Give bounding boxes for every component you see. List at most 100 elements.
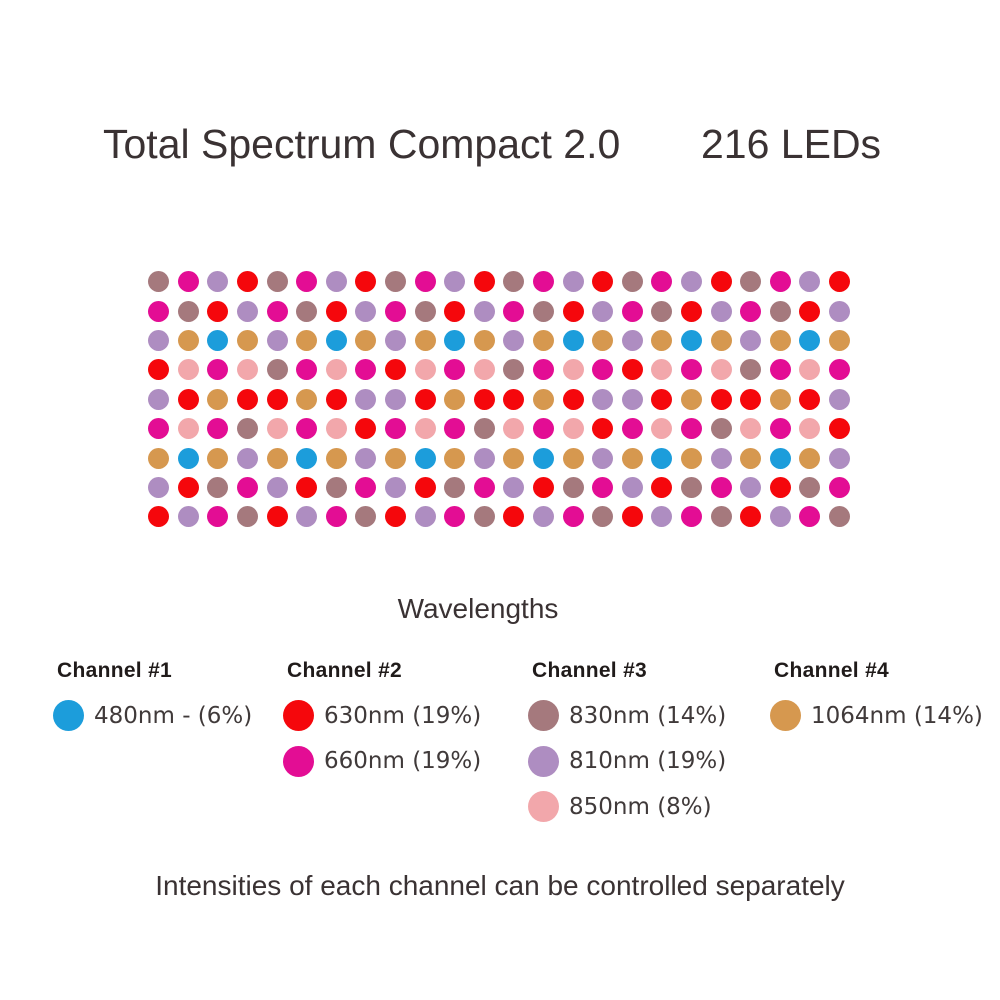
led-dot-tan [207,388,229,410]
led-dot-magenta [148,300,170,322]
led-dot-pink [414,359,436,381]
legend-entry: 850nm (8%) [528,784,726,830]
led-dot-red [148,506,170,528]
led-dot-pink [473,359,495,381]
led-dot-red [710,271,732,293]
led-dot-pink [177,359,199,381]
legend-entry: 830nm (14%) [528,693,726,739]
led-dot-magenta [207,359,229,381]
led-dot-tan [680,388,702,410]
led-dot-magenta [769,418,791,440]
swatch-630nm [283,700,314,732]
legend-entry: 630nm (19%) [283,693,481,739]
led-dot-red [325,388,347,410]
footer-note: Intensities of each channel can be contr… [155,870,845,901]
led-dot-mauve [680,476,702,498]
led-dot-lilac [562,271,584,293]
led-dot-lilac [740,476,762,498]
led-dot-magenta [177,271,199,293]
led-dot-lilac [769,506,791,528]
swatch-1064nm [770,700,801,732]
led-dot-tan [148,447,170,469]
legend-entry: 660nm (19%) [283,739,481,785]
led-dot-magenta [444,359,466,381]
channel-entries: 830nm (14%) 810nm (19%) 850nm (8%) [528,693,726,830]
led-dot-tan [414,329,436,351]
led-dot-tan [503,447,525,469]
led-dot-red [503,506,525,528]
led-dot-mauve [148,271,170,293]
led-dot-mauve [296,300,318,322]
led-dot-blue [769,447,791,469]
swatch-480nm [53,700,84,732]
legend-entry-label: 1064nm (14%) [811,702,983,729]
led-dot-tan [828,329,850,351]
led-dot-red [740,506,762,528]
led-dot-tan [533,329,555,351]
led-dot-lilac [148,476,170,498]
led-dot-mauve [325,476,347,498]
legend-channel-1: Channel #1 480nm - (6%) [53,659,252,739]
led-dot-mauve [740,359,762,381]
led-dot-red [237,388,259,410]
led-dot-pink [177,418,199,440]
led-dot-red [177,476,199,498]
led-dot-magenta [266,300,288,322]
led-dot-mauve [651,300,673,322]
led-dot-magenta [769,271,791,293]
led-dot-lilac [621,329,643,351]
led-dot-tan [325,447,347,469]
led-dot-tan [355,329,377,351]
led-dot-tan [769,329,791,351]
legend-entry-label: 660nm (19%) [324,748,482,775]
led-dot-magenta [651,271,673,293]
led-dot-mauve [503,271,525,293]
led-dot-mauve [710,418,732,440]
led-dot-red [799,300,821,322]
led-dot-lilac [503,476,525,498]
legend-entry-label: 630nm (19%) [324,702,482,729]
led-dot-mauve [621,271,643,293]
led-dot-mauve [266,271,288,293]
page-title: Total Spectrum Compact 2.0 [103,121,621,167]
channel-entries: 630nm (19%) 660nm (19%) [283,693,481,784]
led-dot-lilac [740,329,762,351]
led-dot-red [444,300,466,322]
legend-entry-label: 850nm (8%) [569,793,712,820]
led-dot-blue [799,329,821,351]
swatch-830nm [528,700,559,732]
led-dot-magenta [533,359,555,381]
led-dot-mauve [799,476,821,498]
led-dot-lilac [444,271,466,293]
led-dot-mauve [592,506,614,528]
channel-entries: 1064nm (14%) [770,693,983,739]
led-dot-mauve [473,506,495,528]
led-dot-lilac [473,447,495,469]
led-dot-lilac [237,447,259,469]
led-dot-lilac [355,447,377,469]
led-dot-red [177,388,199,410]
led-dot-magenta [621,418,643,440]
led-dot-red [621,359,643,381]
led-dot-red [414,388,436,410]
led-dot-red [503,388,525,410]
led-dot-lilac [828,447,850,469]
legend-channel-2: Channel #2 630nm (19%) 660nm (19%) [283,659,481,784]
led-dot-tan [237,329,259,351]
led-dot-pink [562,418,584,440]
led-dot-tan [385,447,407,469]
led-dot-blue [651,447,673,469]
led-dot-red [533,476,555,498]
led-dot-red [237,271,259,293]
led-dot-red [562,388,584,410]
led-dot-blue [325,329,347,351]
led-dot-lilac [296,506,318,528]
led-dot-magenta [562,506,584,528]
led-dot-pink [799,418,821,440]
led-dot-red [828,271,850,293]
led-dot-blue [680,329,702,351]
led-dot-lilac [651,506,673,528]
led-dot-magenta [680,418,702,440]
led-dot-magenta [444,506,466,528]
